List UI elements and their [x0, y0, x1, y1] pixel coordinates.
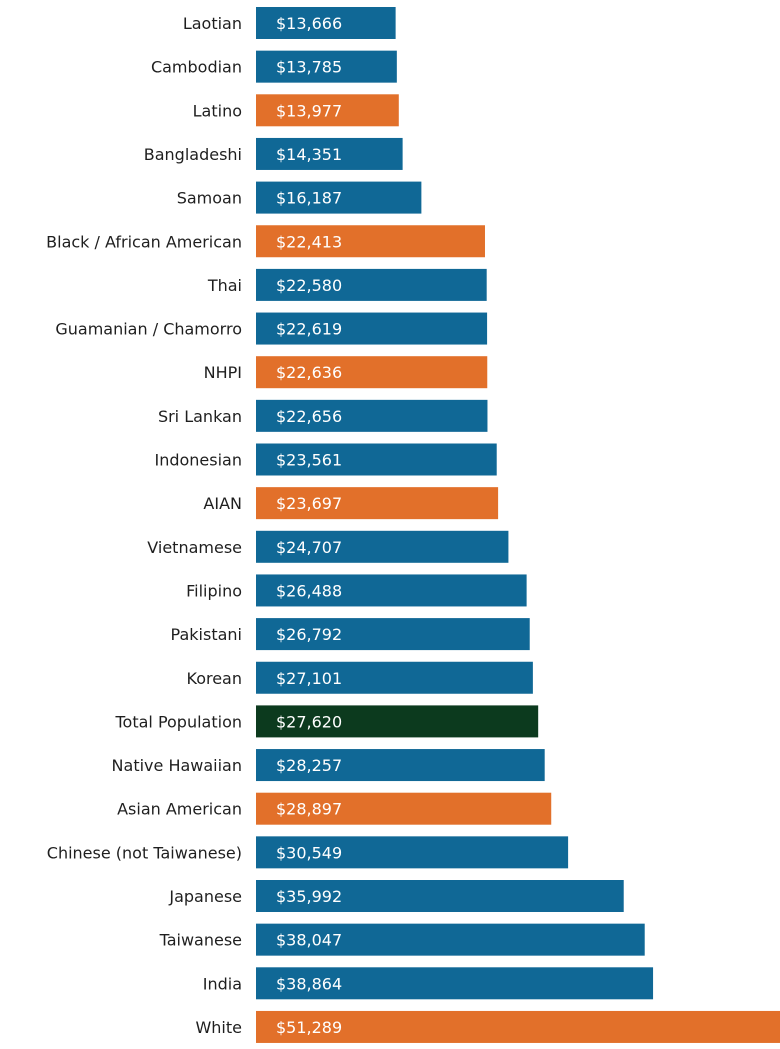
value-label: $13,977	[276, 101, 342, 120]
value-label: $51,289	[276, 1018, 342, 1037]
value-label: $22,656	[276, 407, 342, 426]
value-label: $13,785	[276, 58, 342, 77]
value-label: $14,351	[276, 145, 342, 164]
bar	[256, 880, 624, 912]
category-label: Chinese (not Taiwanese)	[47, 843, 242, 862]
bar-row: Japanese $35,992	[168, 880, 624, 912]
category-label: Cambodian	[151, 58, 242, 77]
bar-row: Asian American $28,897	[117, 792, 552, 825]
bar	[256, 618, 530, 651]
value-label: $13,666	[276, 14, 342, 33]
category-label: AIAN	[203, 494, 242, 513]
category-label: Bangladeshi	[144, 145, 242, 164]
value-label: $38,047	[276, 931, 342, 950]
value-label: $27,620	[276, 712, 342, 731]
bar-row: Native Hawaiian $28,257	[112, 749, 545, 782]
bar-row: Chinese (not Taiwanese) $30,549	[47, 836, 569, 869]
bar-row: Indonesian $23,561	[154, 443, 497, 476]
value-label: $23,561	[276, 451, 342, 470]
bar-row: NHPI $22,636	[204, 356, 488, 389]
value-label: $24,707	[276, 538, 342, 557]
bar	[256, 137, 403, 170]
category-label: Laotian	[183, 14, 242, 33]
category-label: Pakistani	[171, 625, 242, 644]
bar-row: Total Population $27,620	[114, 705, 539, 738]
bar	[256, 574, 527, 607]
bar	[256, 443, 497, 476]
bar	[256, 7, 396, 39]
bar	[256, 312, 488, 345]
category-label: Asian American	[117, 800, 242, 819]
value-label: $28,897	[276, 800, 342, 819]
bar	[256, 923, 645, 956]
bar	[256, 530, 509, 563]
bar-row: Korean $27,101	[187, 661, 533, 694]
bar-row: Laotian $13,666	[183, 7, 396, 39]
bar-row: White $51,289	[195, 1010, 780, 1043]
bar-row: Bangladeshi $14,351	[144, 137, 403, 170]
bar	[256, 661, 533, 694]
bar	[256, 356, 488, 389]
value-label: $27,101	[276, 669, 342, 688]
value-label: $30,549	[276, 843, 342, 862]
category-label: Japanese	[168, 887, 242, 906]
bar-row: Cambodian $13,785	[151, 50, 397, 83]
category-label: Taiwanese	[159, 931, 242, 950]
bar-row: Pakistani $26,792	[171, 618, 530, 651]
value-label: $16,187	[276, 189, 342, 208]
bar-row: Filipino $26,488	[186, 574, 527, 607]
bar	[256, 1010, 780, 1043]
bar-row: Latino $13,977	[193, 94, 399, 127]
value-label: $26,488	[276, 581, 342, 600]
bar	[256, 967, 654, 1000]
category-label: Filipino	[186, 581, 242, 600]
bar	[256, 487, 499, 520]
value-label: $38,864	[276, 974, 342, 993]
value-label: $22,413	[276, 232, 342, 251]
category-label: Guamanian / Chamorro	[55, 320, 242, 339]
category-label: NHPI	[204, 363, 242, 382]
category-label: Native Hawaiian	[112, 756, 242, 775]
bar	[256, 181, 422, 214]
value-label: $35,992	[276, 887, 342, 906]
category-label: Korean	[187, 669, 243, 688]
bar	[256, 399, 488, 432]
bar	[256, 749, 545, 782]
value-label: $22,619	[276, 320, 342, 339]
value-label: $22,580	[276, 276, 342, 295]
bar	[256, 792, 552, 825]
bar	[256, 268, 487, 301]
bar	[256, 705, 539, 738]
bar-row: Black / African American $22,413	[46, 225, 485, 258]
bar-row: Vietnamese $24,707	[147, 530, 509, 563]
bar-row: Guamanian / Chamorro $22,619	[55, 312, 488, 345]
bar-row: Sri Lankan $22,656	[158, 399, 488, 432]
bar-row: Samoan $16,187	[177, 181, 422, 214]
bar	[256, 50, 397, 83]
value-label: $23,697	[276, 494, 342, 513]
category-label: Thai	[207, 276, 242, 295]
bar-row: AIAN $23,697	[203, 487, 499, 520]
category-label: Vietnamese	[147, 538, 242, 557]
bar-row: Taiwanese $38,047	[159, 923, 645, 956]
category-label: Indonesian	[154, 451, 242, 470]
category-label: White	[195, 1018, 242, 1037]
category-label: India	[203, 974, 242, 993]
category-label: Black / African American	[46, 232, 242, 251]
bar	[256, 94, 399, 127]
bar	[256, 225, 485, 258]
value-label: $22,636	[276, 363, 342, 382]
bar-row: Thai $22,580	[207, 268, 487, 301]
category-label: Samoan	[177, 189, 242, 208]
category-label: Latino	[193, 101, 242, 120]
value-label: $26,792	[276, 625, 342, 644]
category-label: Total Population	[114, 712, 242, 731]
value-label: $28,257	[276, 756, 342, 775]
category-label: Sri Lankan	[158, 407, 242, 426]
bar	[256, 836, 569, 869]
bar-row: India $38,864	[203, 967, 654, 1000]
